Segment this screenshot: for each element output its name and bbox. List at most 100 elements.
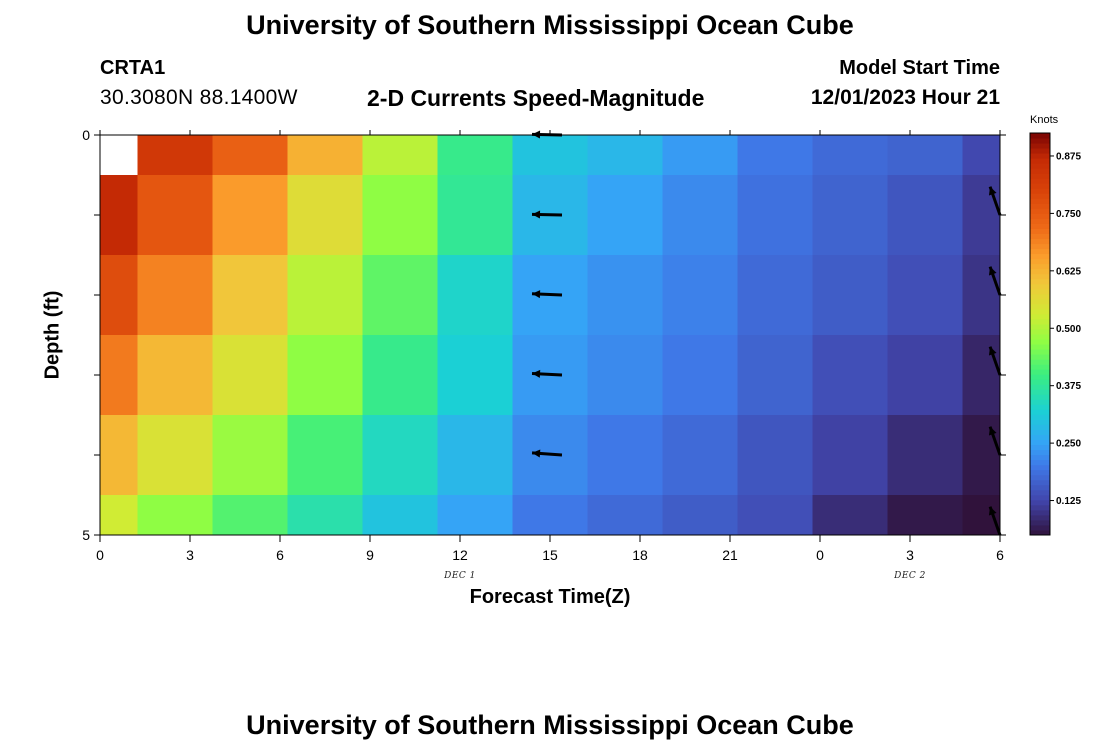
- colorbar-segment: [1030, 394, 1050, 400]
- chart-subtitle: 2-D Currents Speed-Magnitude: [367, 85, 705, 111]
- heatmap-cell: [587, 135, 663, 176]
- colorbar-segment: [1030, 469, 1050, 476]
- colorbar-segment: [1030, 168, 1050, 174]
- heatmap-cell: [287, 135, 363, 176]
- colorbar-tick-label: 0.500: [1056, 324, 1081, 335]
- heatmap-cell: [662, 415, 738, 496]
- colorbar-segment: [1030, 323, 1050, 330]
- colorbar-segment: [1030, 429, 1050, 435]
- x-tick-label: 9: [366, 547, 374, 563]
- heatmap-cell: [812, 255, 888, 336]
- heatmap-cell: [887, 335, 963, 416]
- heatmap-cell: [287, 175, 363, 256]
- colorbar-segment: [1030, 243, 1050, 250]
- colorbar-segment: [1030, 328, 1050, 335]
- colorbar-segment: [1030, 173, 1050, 179]
- heatmap-cell: [212, 495, 288, 536]
- colorbar-segment: [1030, 494, 1050, 501]
- colorbar-segment: [1030, 424, 1050, 430]
- colorbar-segment: [1030, 313, 1050, 320]
- page-title: University of Southern Mississippi Ocean…: [246, 10, 854, 40]
- colorbar-segment: [1030, 364, 1050, 370]
- heatmap-cell: [812, 335, 888, 416]
- day-label: DEC 2: [893, 571, 926, 581]
- heatmap-cell: [137, 415, 213, 496]
- current-vector-arrowhead: [988, 186, 997, 196]
- heatmap-cell: [812, 135, 888, 176]
- colorbar-segment: [1030, 288, 1050, 295]
- heatmap-cell: [437, 135, 513, 176]
- colorbar-segment: [1030, 153, 1050, 159]
- heatmap-cell: [587, 335, 663, 416]
- heatmap-cell: [962, 175, 1001, 256]
- colorbar-segment: [1030, 273, 1050, 280]
- colorbar-segment: [1030, 504, 1050, 511]
- heatmap-cell: [887, 495, 963, 536]
- heatmap-cell: [812, 415, 888, 496]
- colorbar-segment: [1030, 248, 1050, 255]
- colorbar-segment: [1030, 379, 1050, 385]
- heatmap-cell: [962, 255, 1001, 336]
- colorbar-segment: [1030, 464, 1050, 471]
- heatmap-cell: [962, 335, 1001, 416]
- colorbar-segment: [1030, 283, 1050, 290]
- heatmap-cell: [437, 495, 513, 536]
- heatmap-cell: [212, 255, 288, 336]
- colorbar-segment: [1030, 404, 1050, 410]
- colorbar-segment: [1030, 474, 1050, 481]
- x-tick-label: 18: [632, 547, 648, 563]
- colorbar-segment: [1030, 449, 1050, 456]
- heatmap-cell: [137, 135, 213, 176]
- x-tick-label: 12: [452, 547, 468, 563]
- heatmap-cell: [212, 335, 288, 416]
- colorbar-segment: [1030, 344, 1050, 350]
- colorbar-segment: [1030, 258, 1050, 265]
- x-tick-label: 3: [906, 547, 914, 563]
- heatmap-cell: [662, 255, 738, 336]
- colorbar-segment: [1030, 334, 1050, 340]
- colorbar-segment: [1030, 529, 1050, 536]
- y-axis-ticks: 05: [82, 127, 1006, 543]
- heatmap-cell: [287, 495, 363, 536]
- heatmap-cell: [587, 495, 663, 536]
- colorbar-tick-label: 0.375: [1056, 381, 1081, 392]
- heatmap-cell: [737, 135, 813, 176]
- station-id: CRTA1: [100, 57, 166, 79]
- heatmap-cell: [437, 415, 513, 496]
- colorbar-segment: [1030, 514, 1050, 521]
- heatmap-cell: [100, 255, 138, 336]
- heatmap-cell: [737, 175, 813, 256]
- colorbar-segment: [1030, 218, 1050, 224]
- heatmap-cell: [287, 335, 363, 416]
- current-vector-arrowhead: [988, 426, 997, 436]
- x-tick-label: 21: [722, 547, 738, 563]
- heatmap-cell: [100, 135, 138, 176]
- heatmap-cell: [587, 415, 663, 496]
- colorbar-segment: [1030, 188, 1050, 194]
- colorbar-segment: [1030, 454, 1050, 461]
- colorbar-segment: [1030, 158, 1050, 164]
- current-vector-arrowhead: [988, 346, 997, 356]
- x-tick-label: 6: [276, 547, 284, 563]
- colorbar-segment: [1030, 183, 1050, 189]
- current-vector-arrowhead: [988, 266, 997, 276]
- colorbar-segment: [1030, 233, 1050, 240]
- model-start-label: Model Start Time: [839, 57, 1000, 79]
- x-tick-label: 15: [542, 547, 558, 563]
- colorbar-segment: [1030, 268, 1050, 275]
- colorbar-segment: [1030, 409, 1050, 415]
- colorbar-segment: [1030, 389, 1050, 395]
- colorbar-segment: [1030, 384, 1050, 390]
- heatmap-cell: [812, 175, 888, 256]
- colorbar: 0.125 0.250 0.375 0.500 0.625 0.750 0.875: [1029, 132, 1081, 536]
- heatmap-cell: [812, 495, 888, 536]
- heatmap-cell: [962, 495, 1001, 536]
- heatmap-cell: [287, 255, 363, 336]
- colorbar-segment: [1030, 298, 1050, 305]
- colorbar-tick-label: 0.125: [1056, 496, 1081, 507]
- colorbar-segment: [1030, 479, 1050, 486]
- heatmap-cell: [212, 135, 288, 176]
- current-vector-arrowhead: [532, 290, 541, 299]
- heatmap-cell: [737, 255, 813, 336]
- heatmap-cell: [362, 135, 438, 176]
